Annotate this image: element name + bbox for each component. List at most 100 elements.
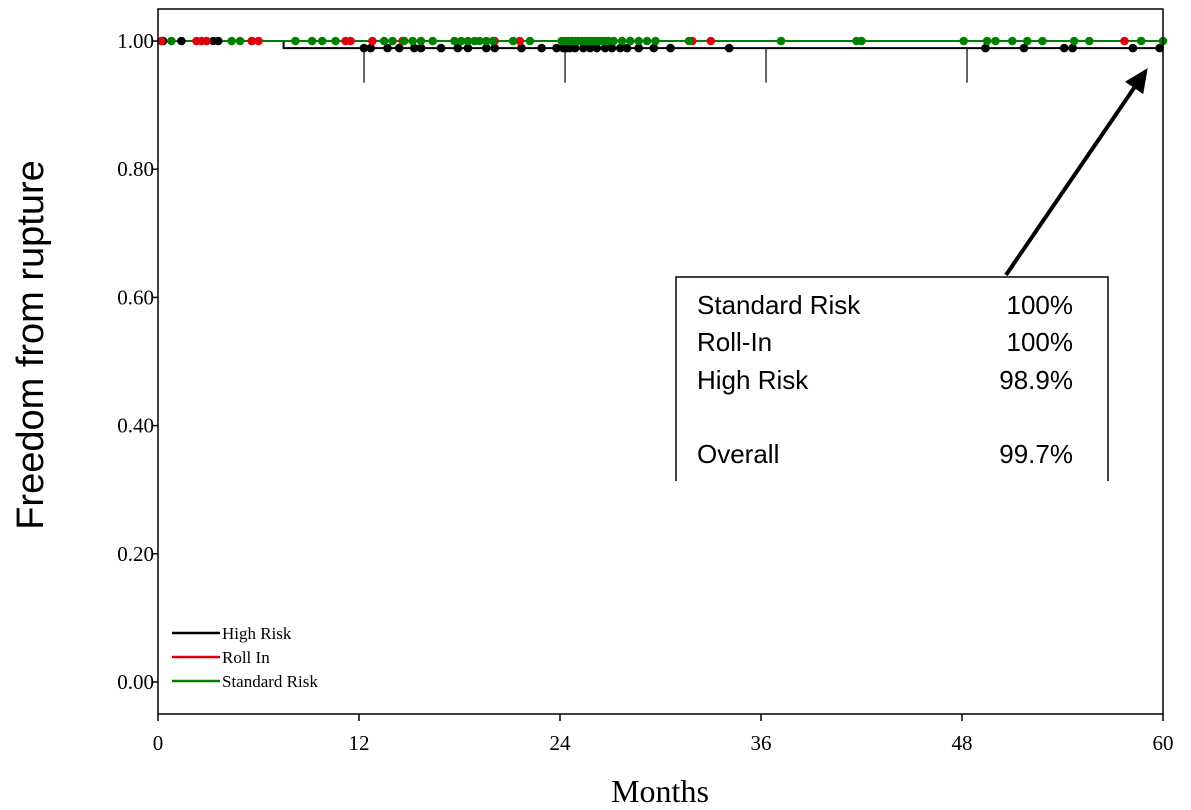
censor-point xyxy=(383,43,392,53)
censor-point xyxy=(463,43,473,53)
censor-point xyxy=(202,36,211,46)
censor-point xyxy=(649,43,659,53)
annotation-value: 100% xyxy=(1007,290,1074,320)
censor-point xyxy=(410,43,419,53)
legend-label: Roll In xyxy=(222,648,270,667)
censor-point xyxy=(214,36,223,46)
censor-point xyxy=(157,36,166,46)
censor-point xyxy=(488,36,498,46)
legend-label: High Risk xyxy=(222,624,292,643)
censor-point xyxy=(416,43,426,53)
censor-point xyxy=(642,36,652,46)
censor-point xyxy=(622,43,632,53)
censor-point xyxy=(416,36,426,46)
censor-point xyxy=(1069,36,1079,46)
censor-point xyxy=(490,43,500,53)
censor-point xyxy=(247,36,257,46)
censor-point xyxy=(368,36,377,46)
censor-point xyxy=(1023,36,1032,46)
y-tick-label: 1.00 xyxy=(117,29,154,53)
censor-point xyxy=(254,36,263,46)
censor-point xyxy=(982,36,992,46)
censor-point xyxy=(1068,43,1077,53)
annotation-box: Standard Risk 100% Roll-In 100% High Risk 98.… xyxy=(675,68,1148,481)
censor-point xyxy=(517,43,526,53)
x-tick-label: 36 xyxy=(751,731,772,755)
legend: High Risk Roll In Standard Risk xyxy=(172,624,318,691)
censor-point xyxy=(1019,43,1029,53)
annotation-arrow-shaft xyxy=(1004,86,1136,277)
censor-point xyxy=(515,36,525,46)
censor-point xyxy=(388,36,397,46)
axes: 0 12 24 36 48 60 0.00 0.20 0.40 0.60 0.80 1.00 xyxy=(117,8,1174,755)
censor-point xyxy=(1038,36,1047,46)
censor-point xyxy=(585,43,595,53)
censor-point xyxy=(634,36,643,46)
plot-frame xyxy=(157,8,1164,715)
censor-point xyxy=(177,36,186,46)
x-tick-label: 12 xyxy=(349,731,370,755)
censor-point xyxy=(167,36,176,46)
censor-point xyxy=(684,36,694,46)
censor-point xyxy=(579,43,588,53)
censor-point xyxy=(724,43,734,53)
censor-point xyxy=(706,36,716,46)
censor-point xyxy=(1128,43,1138,53)
censor-point xyxy=(616,43,625,53)
censor-point xyxy=(552,43,561,53)
censor-point xyxy=(776,36,786,46)
censor-point xyxy=(626,36,635,46)
censor-point xyxy=(508,36,518,46)
censor-point xyxy=(450,36,459,46)
censor-point xyxy=(1085,36,1094,46)
censor-point xyxy=(428,36,438,46)
y-tick-label: 0.40 xyxy=(117,414,154,438)
x-tick-label: 0 xyxy=(153,731,164,755)
censor-point xyxy=(592,43,602,53)
y-axis-title: Freedom from rupture xyxy=(10,160,52,530)
censor-point xyxy=(331,36,340,46)
censor-point xyxy=(1059,43,1069,53)
censor-point xyxy=(379,36,389,46)
annotation-border xyxy=(675,276,1109,481)
censor-point xyxy=(346,36,355,46)
censor-point xyxy=(537,43,546,53)
censor-point xyxy=(408,36,417,46)
censor-point xyxy=(307,36,317,46)
censor-point xyxy=(651,36,660,46)
annotation-label: High Risk xyxy=(697,365,809,395)
censor-point xyxy=(1155,43,1164,53)
censor-point xyxy=(570,43,580,53)
censor-point xyxy=(482,36,491,46)
censor-point xyxy=(1136,36,1146,46)
y-tick-label: 0.80 xyxy=(117,157,154,181)
censor-point xyxy=(463,36,473,46)
annotation-arrow-head xyxy=(1125,68,1148,95)
censor-point xyxy=(482,43,491,53)
censor-point xyxy=(1008,36,1017,46)
censor-point xyxy=(666,43,675,53)
censor-point xyxy=(634,43,643,53)
censor-point xyxy=(399,36,409,46)
annotation-label: Roll-In xyxy=(697,327,772,357)
censor-point xyxy=(317,36,327,46)
censor-point xyxy=(617,36,627,46)
annotation-value: 98.9% xyxy=(999,365,1073,395)
censor-point xyxy=(607,43,617,53)
censor-point xyxy=(991,36,1000,46)
censor-point xyxy=(227,36,236,46)
annotation-value: 99.7% xyxy=(999,439,1073,469)
y-tick-label: 0.00 xyxy=(117,670,154,694)
censor-point xyxy=(456,36,466,46)
annotation-label: Overall xyxy=(697,439,779,469)
censor-point xyxy=(981,43,990,53)
censor-point xyxy=(475,36,484,46)
plot-area xyxy=(157,36,1168,83)
annotation-value: 100% xyxy=(1007,327,1074,357)
y-tick-label: 0.20 xyxy=(117,542,154,566)
censor-point xyxy=(359,43,369,53)
censor-point xyxy=(366,43,376,53)
censor-point xyxy=(1120,36,1129,46)
x-tick-label: 24 xyxy=(550,731,572,755)
